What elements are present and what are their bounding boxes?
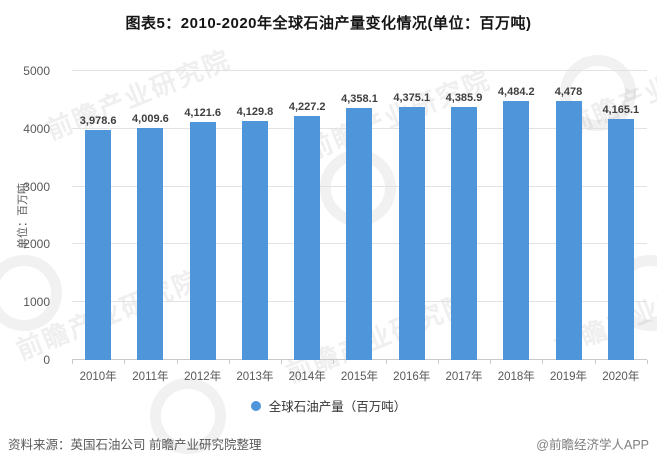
legend-item-oil-production[interactable]: 全球石油产量（百万吨） xyxy=(250,396,407,415)
y-tick-label-0: 0 xyxy=(43,353,50,367)
x-axis-label-2018年: 2018年 xyxy=(497,371,535,383)
bar-value-label-2010年: 3,978.6 xyxy=(79,115,117,128)
x-axis-tick xyxy=(437,360,439,364)
bar-slot-2019年: 4,478 xyxy=(542,71,594,360)
gridline-5000 xyxy=(72,70,647,71)
bar-value-label-2013年: 4,129.8 xyxy=(236,106,274,119)
y-tick-label-4000: 4000 xyxy=(23,121,50,136)
x-axis-labels: 2010年 2011年 2012年 2013年 2014年 2015年 2016年 2017年… xyxy=(72,360,647,384)
bar-value-label-2017年: 4,385.9 xyxy=(445,91,483,104)
x-axis-tick xyxy=(647,360,648,364)
bar-value-label-2012年: 4,121.6 xyxy=(184,106,222,119)
chart-title: 图表5：2010-2020年全球石油产量变化情况(单位：百万吨) xyxy=(125,15,532,32)
bar-2011年[interactable] xyxy=(137,128,164,360)
x-axis-tick xyxy=(542,360,544,364)
x-axis-tick xyxy=(176,360,178,364)
x-axis-label-2020年: 2020年 xyxy=(602,371,640,383)
bar-2015年[interactable] xyxy=(346,108,373,360)
bar-slot-2012年: 4,121.6 xyxy=(177,71,229,360)
bar-value-label-2016年: 4,375.1 xyxy=(393,92,431,105)
bar-2014年[interactable] xyxy=(294,115,321,360)
y-tick-label-3000: 3000 xyxy=(23,179,50,194)
x-axis-tick xyxy=(333,360,335,364)
plot-area: 3,978.6 4,009.6 4,121.6 4,129.8 4,227.2 4,358… xyxy=(72,70,648,383)
bar-slot-2018年: 4,484.2 xyxy=(490,71,542,360)
bar-series: 3,978.6 4,009.6 4,121.6 4,129.8 4,227.2 4,358… xyxy=(72,71,647,360)
bar-value-label-2011年: 4,009.6 xyxy=(132,113,169,126)
x-axis-label-2010年: 2010年 xyxy=(79,371,117,383)
bar-2010年[interactable] xyxy=(85,130,112,360)
bar-2016年[interactable] xyxy=(398,107,425,360)
bar-slot-2015年: 4,358.1 xyxy=(333,71,385,360)
y-tick-label-5000: 5000 xyxy=(23,64,50,78)
bar-slot-2020年: 4,165.1 xyxy=(595,71,647,360)
bar-slot-2016年: 4,375.1 xyxy=(386,71,438,360)
bar-slot-2014年: 4,227.2 xyxy=(281,71,333,360)
bar-2012年[interactable] xyxy=(189,121,216,360)
bar-value-label-2015年: 4,358.1 xyxy=(341,93,378,106)
bar-2018年[interactable] xyxy=(503,100,530,360)
bar-2019年[interactable] xyxy=(555,101,582,360)
bar-value-label-2014年: 4,227.2 xyxy=(288,100,326,113)
bar-2020年[interactable] xyxy=(607,119,634,360)
x-axis-label-2013年: 2013年 xyxy=(236,371,274,383)
x-axis-tick xyxy=(281,360,283,364)
bar-slot-2013年: 4,129.8 xyxy=(229,71,281,360)
credit-note: @前瞻经济学人APP xyxy=(536,438,649,452)
bar-2017年[interactable] xyxy=(450,106,477,360)
y-tick-label-1000: 1000 xyxy=(23,295,50,310)
x-axis-tick xyxy=(490,360,492,364)
y-axis-tick-labels: 0 1000 2000 3000 4000 5000 xyxy=(0,64,62,367)
x-axis-tick xyxy=(72,360,73,364)
x-axis-label-2012年: 2012年 xyxy=(184,371,222,383)
y-tick-label-2000: 2000 xyxy=(23,237,50,252)
legend-label: 全球石油产量（百万吨） xyxy=(268,400,407,414)
legend: 全球石油产量（百万吨） xyxy=(0,396,657,415)
x-axis-tick xyxy=(385,360,387,364)
bar-value-label-2019年: 4,478 xyxy=(554,86,583,99)
x-axis-tick xyxy=(594,360,596,364)
x-axis-label-2015年: 2015年 xyxy=(340,371,378,383)
bar-slot-2010年: 3,978.6 xyxy=(72,71,124,360)
bar-slot-2017年: 4,385.9 xyxy=(438,71,490,360)
x-axis-tick xyxy=(228,360,230,364)
bar-2013年[interactable] xyxy=(241,121,268,360)
bar-value-label-2018年: 4,484.2 xyxy=(497,85,535,98)
bar-value-label-2020年: 4,165.1 xyxy=(602,104,640,117)
x-axis-label-2017年: 2017年 xyxy=(445,371,483,383)
x-axis-label-2019年: 2019年 xyxy=(549,371,588,383)
x-axis-tick xyxy=(124,360,126,364)
legend-marker-icon xyxy=(250,400,261,411)
x-axis-label-2016年: 2016年 xyxy=(393,371,431,383)
bar-slot-2011年: 4,009.6 xyxy=(124,71,176,360)
source-note: 资料来源：英国石油公司 前瞻产业研究院整理 xyxy=(8,438,262,452)
x-axis-label-2014年: 2014年 xyxy=(288,371,326,383)
x-axis-label-2011年: 2011年 xyxy=(132,371,169,383)
